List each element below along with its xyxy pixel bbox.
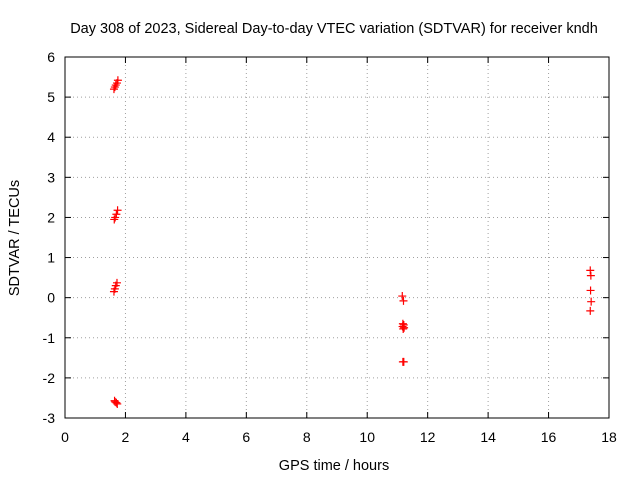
data-point-marker — [399, 324, 408, 333]
y-tick-label: -3 — [43, 410, 56, 426]
y-tick-label: 0 — [47, 290, 55, 306]
data-point-marker — [112, 278, 121, 287]
data-point-marker — [586, 286, 595, 295]
x-tick-label: 0 — [61, 429, 69, 445]
y-tick-label: 3 — [47, 169, 55, 185]
y-tick-label: 4 — [47, 129, 55, 145]
y-tick-label: -1 — [43, 330, 56, 346]
data-point-marker — [586, 306, 595, 315]
data-point-marker — [111, 397, 120, 406]
x-tick-label: 10 — [359, 429, 375, 445]
x-tick-label: 18 — [601, 429, 617, 445]
data-point-marker — [586, 271, 595, 280]
data-point-marker — [400, 323, 409, 332]
x-tick-label: 4 — [182, 429, 190, 445]
y-tick-label: 1 — [47, 250, 55, 266]
y-tick-label: 6 — [47, 49, 55, 65]
data-points — [109, 76, 596, 408]
y-tick-label: 2 — [47, 209, 55, 225]
data-point-marker — [398, 292, 407, 301]
x-tick-label: 16 — [541, 429, 557, 445]
chart-title: Day 308 of 2023, Sidereal Day-to-day VTE… — [70, 21, 598, 37]
data-point-marker — [113, 76, 122, 85]
y-tick-label: -2 — [43, 370, 56, 386]
plot-area — [64, 56, 610, 419]
data-point-marker — [587, 297, 596, 306]
x-tick-label: 8 — [303, 429, 311, 445]
data-point-marker — [399, 296, 408, 305]
x-axis-label: GPS time / hours — [279, 458, 389, 474]
data-point-marker — [110, 83, 119, 92]
data-point-marker — [112, 398, 121, 407]
data-point-marker — [112, 210, 121, 219]
gridlines — [65, 57, 609, 418]
data-point-marker — [399, 357, 408, 366]
x-tick-label: 6 — [242, 429, 250, 445]
data-point-marker — [113, 399, 122, 408]
data-point-marker — [109, 85, 118, 94]
y-axis-label: SDTVAR / TECUs — [7, 180, 23, 296]
x-tick-label: 2 — [122, 429, 130, 445]
data-point-marker — [110, 215, 119, 224]
x-tick-label: 14 — [480, 429, 496, 445]
data-point-marker — [113, 206, 122, 215]
y-tick-label: 5 — [47, 89, 55, 105]
x-tick-label: 12 — [420, 429, 436, 445]
data-point-marker — [586, 266, 595, 275]
data-point-marker — [111, 81, 120, 90]
